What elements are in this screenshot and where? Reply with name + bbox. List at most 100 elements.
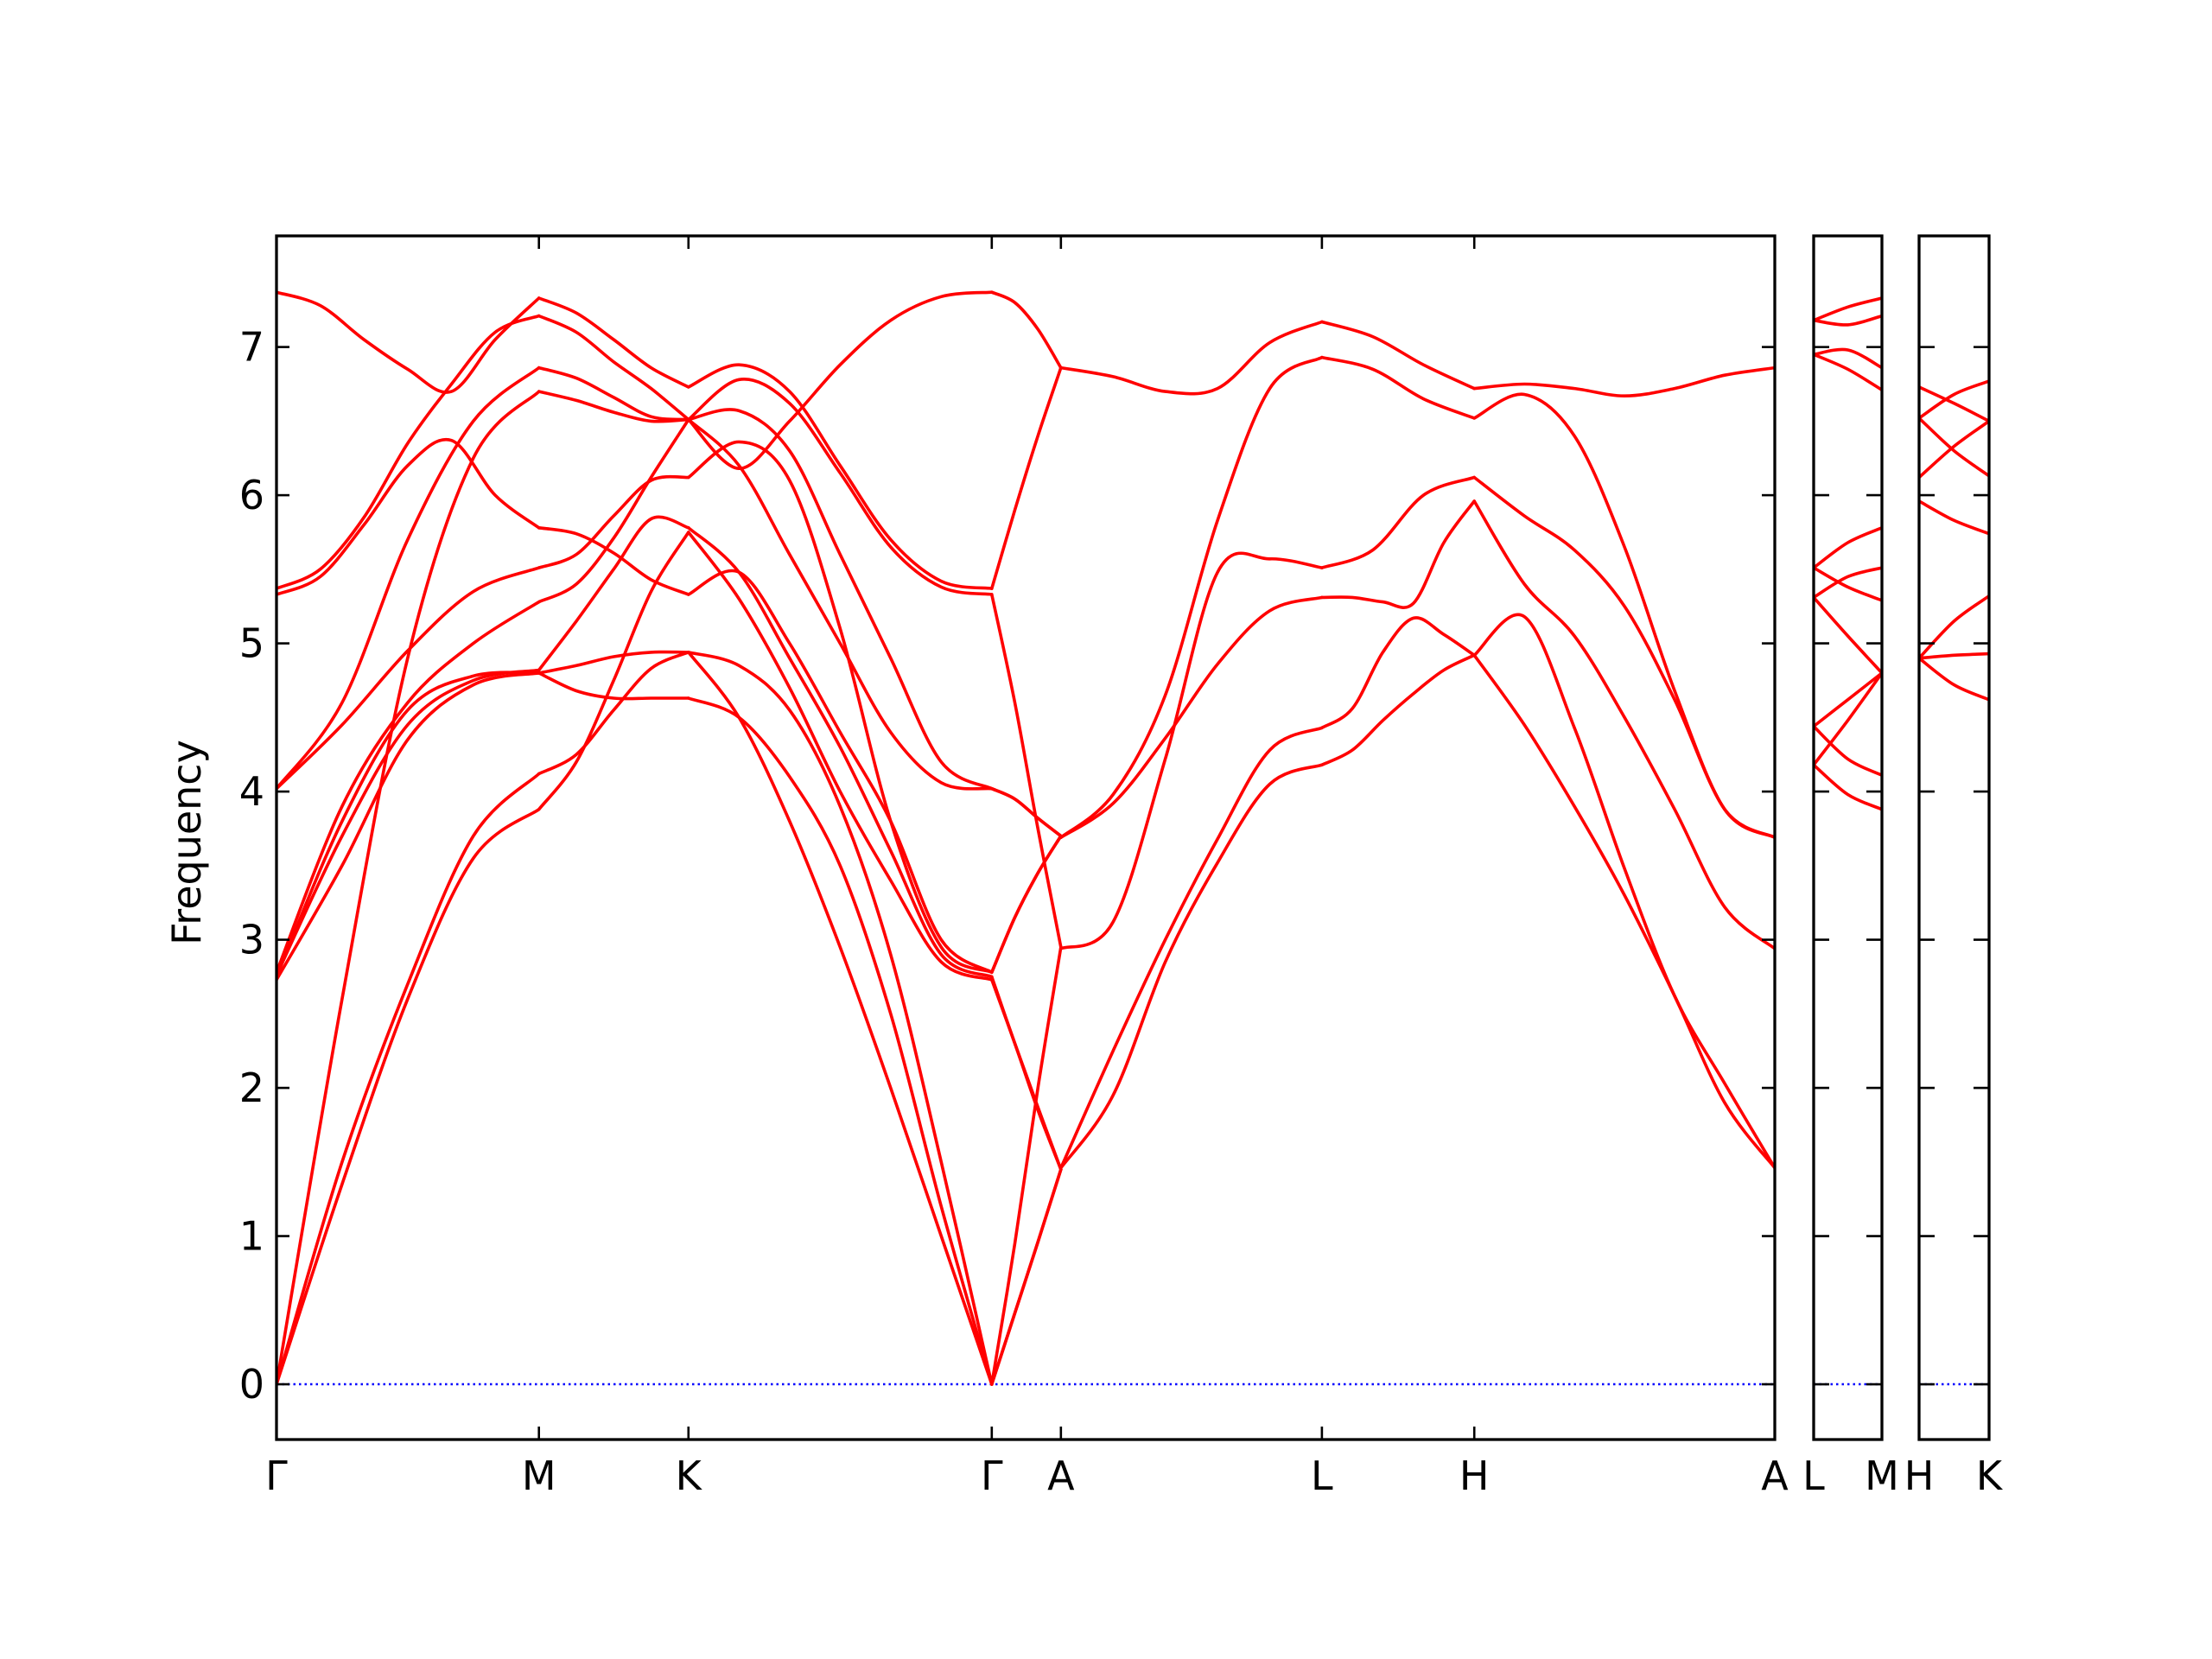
band-L-M-L-M-4	[1814, 353, 1882, 392]
band-L-M-L-M-1	[1814, 296, 1882, 322]
y-tick-label: 3	[239, 917, 264, 963]
band-main-M-K-11	[537, 651, 690, 776]
y-tick-label: 4	[239, 768, 264, 815]
band-main-M-K-10	[537, 515, 690, 672]
band-main-M-K-1	[537, 296, 690, 389]
band-main-M-K-7	[537, 417, 690, 604]
band-H-K-H-K-1	[1919, 385, 1989, 423]
band-main-Γ-M-12	[276, 290, 541, 394]
x-tick-label: L	[1802, 1452, 1825, 1499]
band-main-Γ-A-3	[990, 593, 1063, 949]
y-tick-label: 5	[239, 620, 264, 667]
band-main-A-L-3	[1059, 595, 1324, 839]
band-main-Γ-M-4	[276, 671, 541, 982]
y-tick-label: 0	[239, 1361, 264, 1408]
band-main-A-L-2	[1059, 355, 1324, 839]
band-main-M-K-6	[537, 474, 690, 569]
band-main-Γ-M-2	[276, 772, 541, 1386]
x-tick-label: H	[1904, 1452, 1935, 1499]
band-L-M-L-M-5	[1814, 526, 1882, 569]
band-main-Γ-A-2	[990, 365, 1063, 590]
band-main-L-H-6	[1320, 653, 1476, 766]
band-main-M-K-5	[537, 526, 690, 596]
band-main-L-H-5	[1320, 616, 1476, 730]
band-group	[1814, 296, 1882, 811]
band-main-K-Γ-4	[687, 290, 994, 471]
band-main-M-K-2	[537, 314, 690, 422]
band-H-K-H-K-8	[1919, 656, 1989, 702]
band-main-L-H-4	[1320, 499, 1476, 609]
band-L-M-L-M-9	[1814, 671, 1882, 728]
band-main-K-Γ-3	[687, 408, 994, 791]
band-main-L-H-3	[1320, 475, 1476, 569]
panel-frame	[1812, 234, 1884, 1441]
x-tick-label: Γ	[265, 1452, 288, 1499]
x-tick-label: K	[676, 1452, 703, 1499]
band-main-K-Γ-1	[687, 363, 994, 590]
band-main-K-Γ-6	[687, 440, 994, 975]
band-L-M-L-M-11	[1814, 671, 1882, 766]
band-main-H-A-1	[1472, 365, 1775, 397]
y-tick-label: 2	[239, 1065, 264, 1111]
band-main-A-L-5	[1059, 726, 1324, 1170]
band-main-Γ-M-9	[276, 365, 541, 791]
band-main-K-Γ-11	[687, 651, 994, 1386]
x-tick-label: Γ	[981, 1452, 1003, 1499]
band-L-M-L-M-7	[1814, 566, 1882, 600]
band-main-A-L-1	[1059, 320, 1324, 396]
band-H-K-H-K-7	[1919, 652, 1989, 660]
x-tick-label: K	[1976, 1452, 2004, 1499]
band-H-K-H-K-5	[1919, 499, 1989, 536]
band-H-K-H-K-4	[1919, 419, 1989, 480]
band-main-M-K-9	[537, 671, 690, 701]
x-tick-label: H	[1459, 1452, 1490, 1499]
band-main-L-H-1	[1320, 320, 1476, 391]
band-main-M-K-3	[537, 365, 690, 422]
x-tick-label: A	[1761, 1452, 1789, 1499]
band-main-M-K-12	[537, 531, 690, 811]
band-main-Γ-M-3	[276, 390, 541, 1386]
band-main-A-L-6	[1059, 763, 1324, 1170]
band-main-H-A-5	[1472, 613, 1775, 1170]
band-main-A-L-4	[1059, 551, 1324, 950]
band-group	[1919, 379, 1989, 702]
band-main-M-K-8	[537, 650, 690, 675]
band-main-Γ-A-7	[990, 834, 1063, 975]
band-main-K-Γ-9	[687, 569, 994, 975]
band-group	[276, 290, 1775, 1386]
band-main-Γ-M-10	[276, 437, 541, 596]
band-H-K-H-K-3	[1919, 416, 1989, 478]
band-L-M-L-M-2	[1814, 314, 1882, 327]
x-tick-label: M	[1865, 1452, 1899, 1499]
band-main-L-H-2	[1320, 355, 1476, 420]
band-H-K-H-K-2	[1919, 379, 1989, 420]
band-L-M-L-M-6	[1814, 566, 1882, 602]
band-L-M-L-M-10	[1814, 724, 1882, 777]
band-L-M-L-M-12	[1814, 763, 1882, 811]
y-tick-label: 7	[239, 324, 264, 371]
band-main-H-A-4	[1472, 499, 1775, 950]
band-main-K-Γ-10	[687, 651, 994, 1386]
band-main-K-Γ-5	[687, 417, 994, 791]
panel-frame	[275, 234, 1777, 1441]
band-L-M-L-M-3	[1814, 347, 1882, 370]
band-main-Γ-A-5	[990, 786, 1063, 838]
band-main-K-Γ-7	[687, 526, 994, 979]
band-main-Γ-A-1	[990, 290, 1063, 370]
band-L-M-L-M-8	[1814, 595, 1882, 675]
band-main-Γ-M-11	[276, 314, 541, 590]
band-main-K-Γ-8	[687, 531, 994, 982]
x-tick-label: L	[1311, 1452, 1333, 1499]
band-main-Γ-M-7	[276, 600, 541, 975]
x-tick-label: M	[522, 1452, 556, 1499]
band-main-Γ-A-9	[990, 975, 1063, 1172]
band-main-H-A-6	[1472, 653, 1775, 1170]
panel-frame	[1917, 234, 1991, 1441]
band-main-K-Γ-2	[687, 378, 994, 596]
